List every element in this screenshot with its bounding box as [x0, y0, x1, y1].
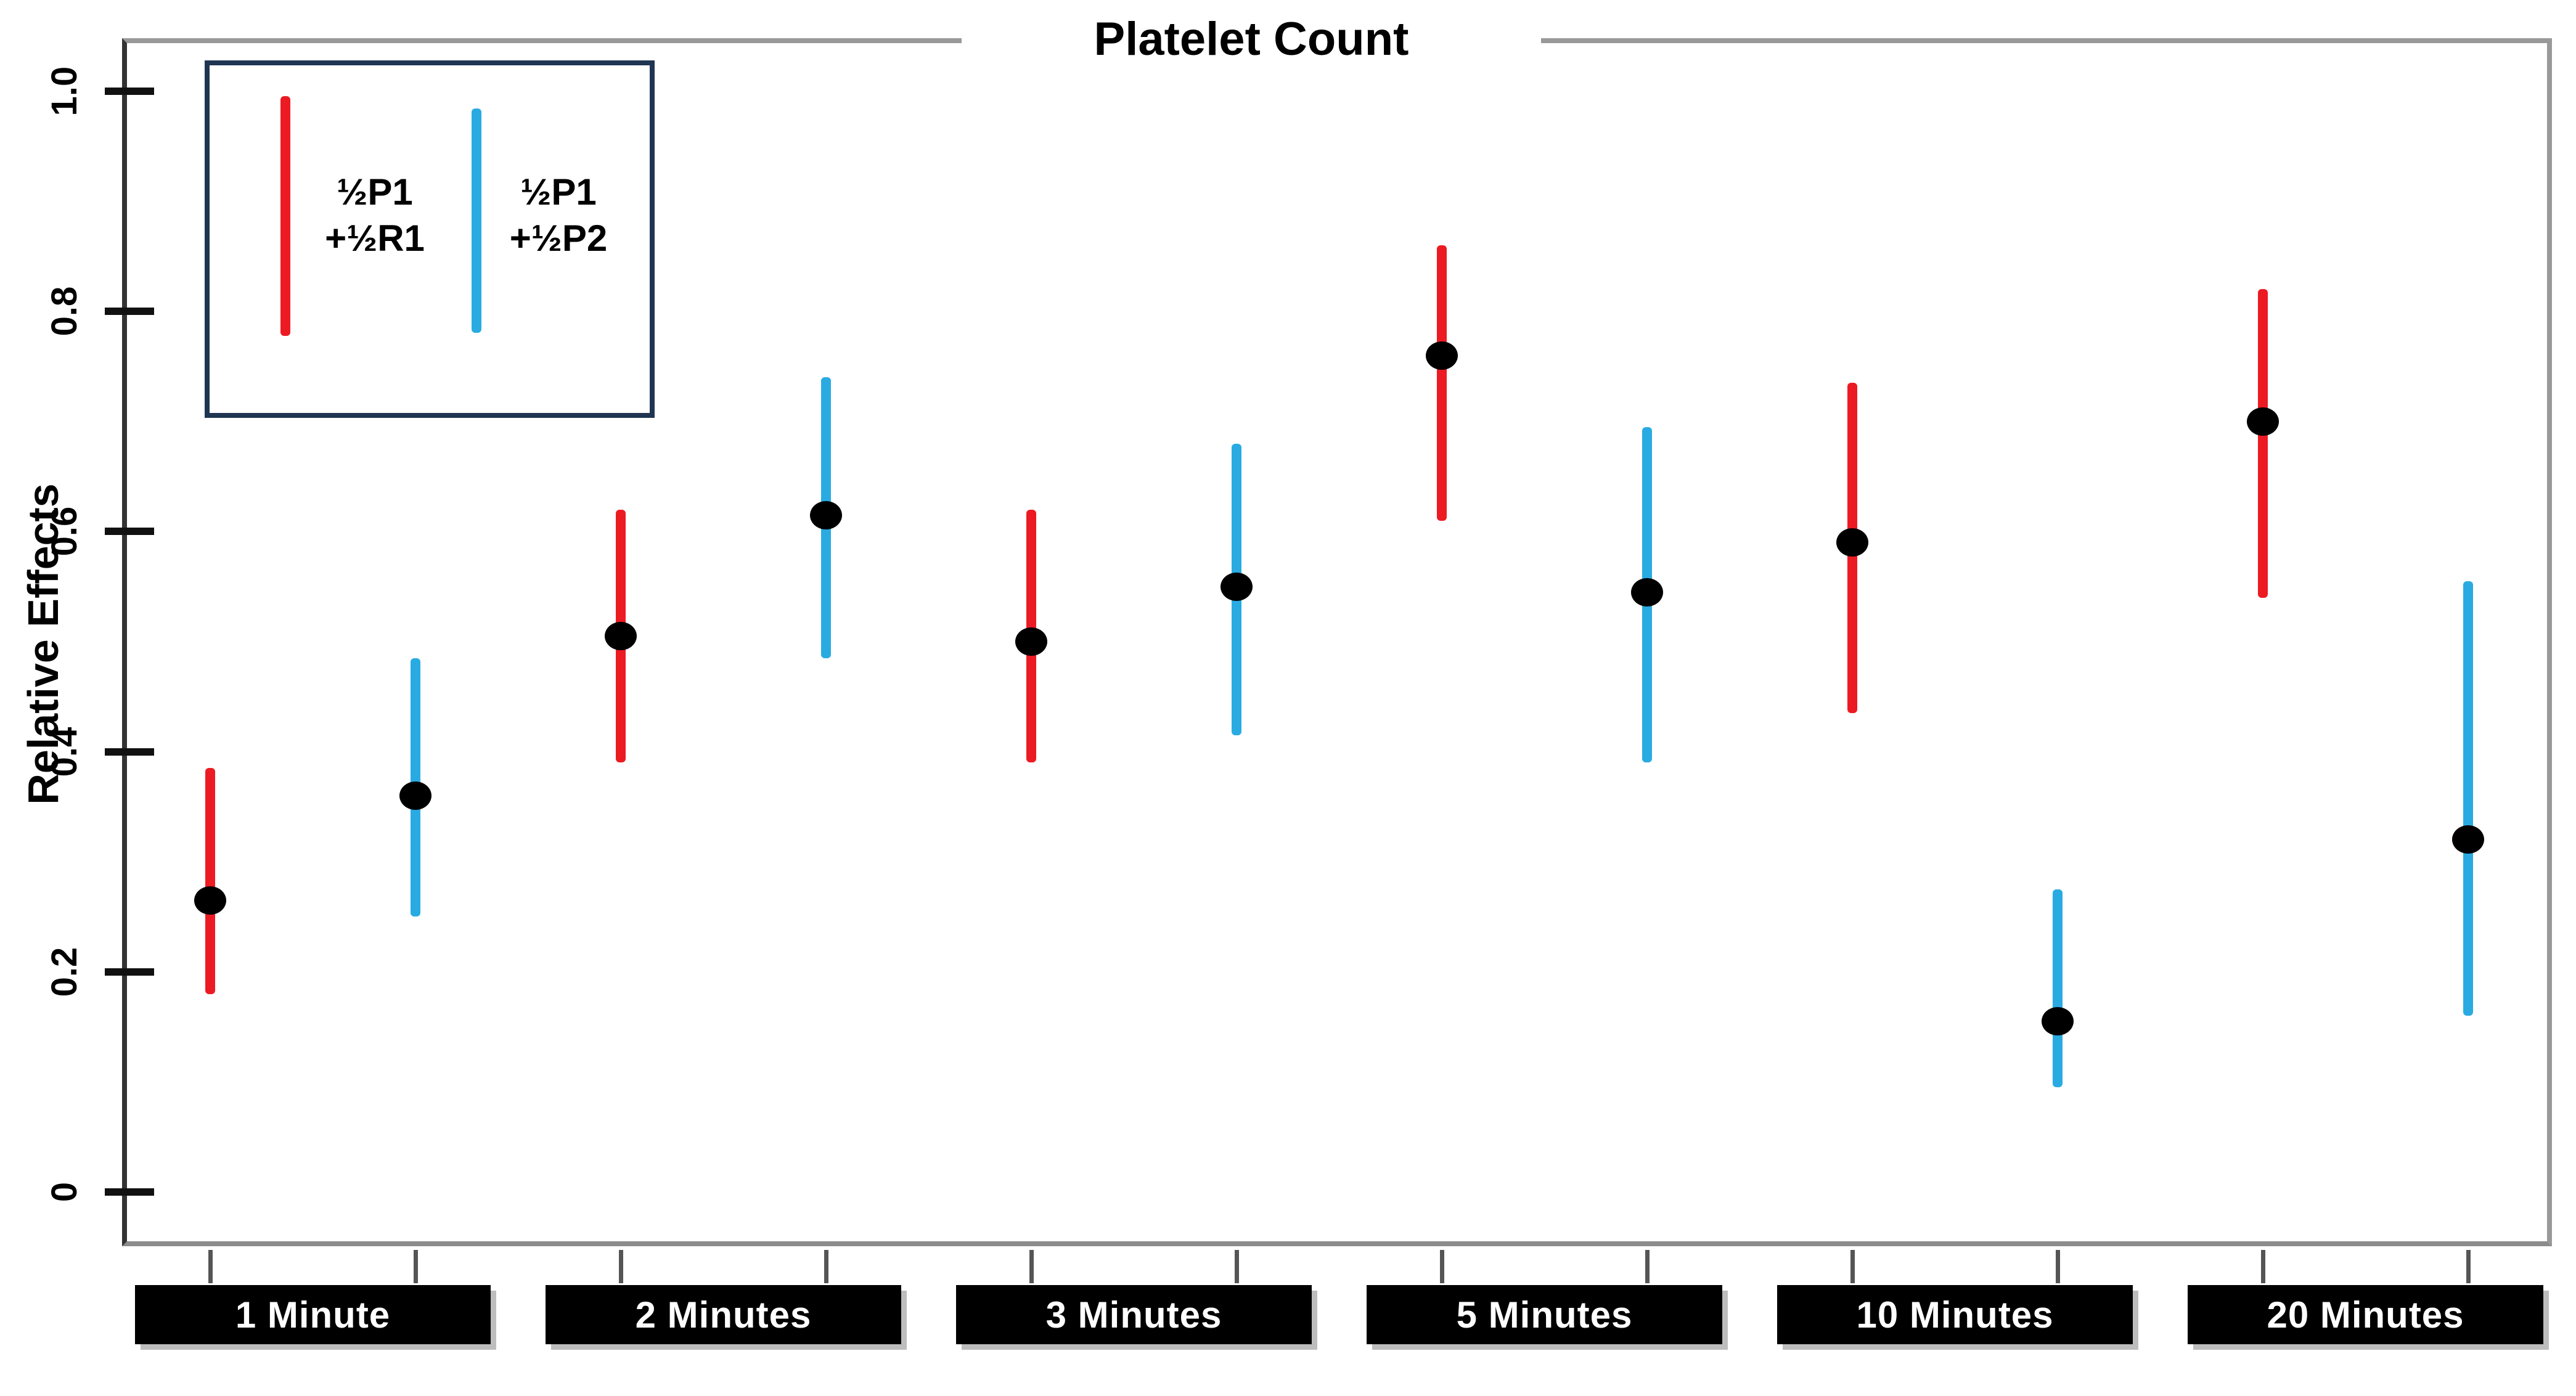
point-estimate-dot-blue-5-minutes: [1631, 578, 1663, 606]
legend-label-blue: ½P1 +½P2: [466, 169, 651, 261]
legend-label-red-line2: +½R1: [325, 218, 425, 259]
y-tick-1.0: [105, 88, 154, 95]
x-minor-tick: [824, 1250, 828, 1283]
legend-blue-line-sample: [472, 108, 481, 333]
x-minor-tick: [2056, 1250, 2060, 1283]
x-category-box-5-minutes: 5 Minutes: [1367, 1285, 1722, 1344]
error-bar-blue-20-minutes: [2463, 581, 2473, 1016]
y-tick-0.6: [105, 528, 154, 536]
x-minor-tick: [2466, 1250, 2471, 1283]
y-tick-0.8: [105, 308, 154, 316]
x-minor-tick: [1645, 1250, 1650, 1283]
x-minor-tick: [619, 1250, 623, 1283]
point-estimate-dot-red-10-minutes: [1836, 528, 1868, 557]
error-bar-red-20-minutes: [2258, 289, 2268, 598]
legend-label-blue-line1: ½P1: [520, 171, 597, 213]
x-minor-tick: [1029, 1250, 1034, 1283]
y-tick-0.2: [105, 968, 154, 976]
x-category-box-2-minutes: 2 Minutes: [546, 1285, 901, 1344]
legend-red-line-sample: [280, 96, 290, 336]
y-tick-label-0.4: 0.4: [44, 727, 84, 777]
y-tick-label-0.6: 0.6: [44, 507, 84, 557]
point-estimate-dot-blue-10-minutes: [2042, 1007, 2074, 1036]
error-bar-red-5-minutes: [1437, 245, 1447, 521]
point-estimate-dot-red-1-minute: [194, 886, 226, 915]
legend: ½P1 +½R1 ½P1 +½P2: [205, 60, 655, 418]
x-category-box-10-minutes: 10 Minutes: [1777, 1285, 2133, 1344]
point-estimate-dot-red-3-minutes: [1015, 627, 1047, 656]
legend-label-blue-line2: +½P2: [509, 218, 608, 259]
x-minor-tick: [1235, 1250, 1239, 1283]
point-estimate-dot-red-20-minutes: [2247, 407, 2279, 436]
error-bar-blue-10-minutes: [2053, 889, 2063, 1088]
x-category-box-20-minutes: 20 Minutes: [2188, 1285, 2543, 1344]
error-bar-red-1-minute: [205, 768, 215, 994]
point-estimate-dot-blue-3-minutes: [1221, 572, 1253, 601]
chart-title: Platelet Count: [962, 12, 1541, 66]
legend-label-red-line1: ½P1: [337, 171, 413, 213]
x-category-box-1-minute: 1 Minute: [135, 1285, 491, 1344]
y-tick-label-0.8: 0.8: [44, 286, 84, 337]
x-minor-tick: [1440, 1250, 1444, 1283]
point-estimate-dot-blue-20-minutes: [2452, 825, 2484, 854]
y-tick-0.4: [105, 748, 154, 756]
y-tick-label-0.2: 0.2: [44, 947, 84, 997]
legend-label-red: ½P1 +½R1: [282, 169, 467, 261]
x-minor-tick: [414, 1250, 418, 1283]
y-tick-label-0: 0: [44, 1182, 84, 1202]
x-category-box-3-minutes: 3 Minutes: [956, 1285, 1312, 1344]
x-minor-tick: [1850, 1250, 1855, 1283]
y-tick-label-1.0: 1.0: [44, 66, 84, 116]
point-estimate-dot-blue-1-minute: [399, 782, 431, 810]
point-estimate-dot-red-2-minutes: [605, 622, 637, 651]
x-minor-tick: [2261, 1250, 2265, 1283]
point-estimate-dot-blue-2-minutes: [810, 500, 842, 529]
y-tick-0: [105, 1188, 154, 1196]
y-axis-label: Relative Effects: [19, 483, 67, 805]
point-estimate-dot-red-5-minutes: [1426, 341, 1458, 370]
x-minor-tick: [208, 1250, 213, 1283]
